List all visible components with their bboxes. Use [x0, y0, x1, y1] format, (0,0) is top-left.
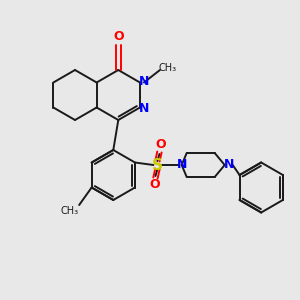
Text: O: O [113, 31, 124, 44]
Text: N: N [224, 158, 234, 172]
Text: S: S [152, 158, 163, 172]
Text: N: N [176, 158, 187, 172]
Text: O: O [149, 178, 160, 191]
Text: N: N [139, 75, 149, 88]
Text: N: N [139, 102, 149, 115]
Text: O: O [155, 139, 166, 152]
Text: CH₃: CH₃ [60, 206, 78, 216]
Text: CH₃: CH₃ [159, 63, 177, 73]
